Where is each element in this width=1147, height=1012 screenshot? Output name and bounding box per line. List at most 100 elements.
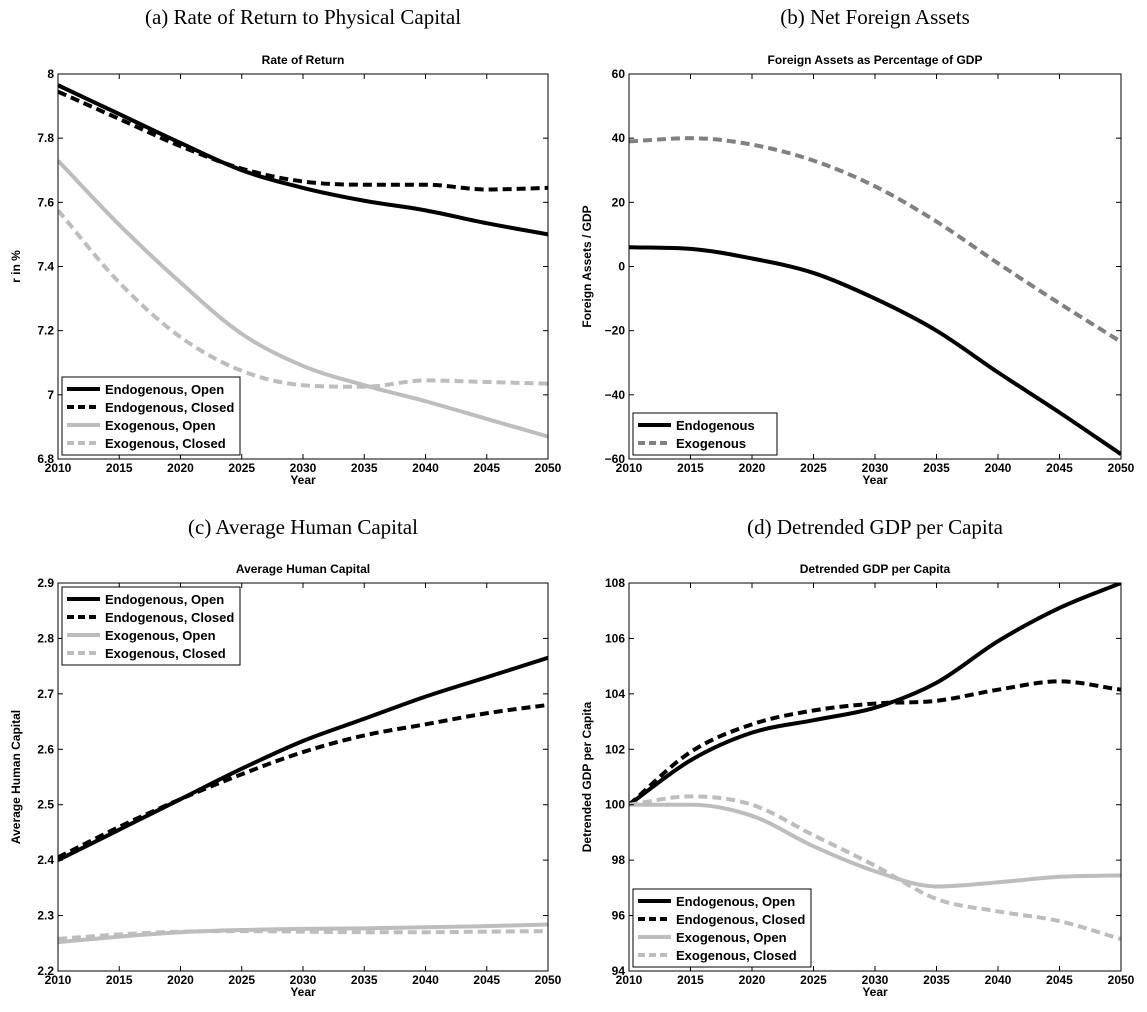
- y-tick-label: 7.4: [37, 260, 54, 274]
- legend-label: Endogenous, Closed: [676, 912, 805, 927]
- x-tick-label: 2035: [923, 973, 950, 987]
- y-tick-label: 100: [605, 798, 625, 812]
- chart-panel-3: (c) Average Human Capital Average Human C…: [9, 515, 562, 999]
- x-axis-label: Year: [862, 473, 888, 487]
- chart-title: Rate of Return: [262, 53, 345, 67]
- chart-title: Average Human Capital: [236, 562, 370, 576]
- series-line-4: [58, 929, 548, 941]
- x-tick-label: 2020: [739, 973, 766, 987]
- y-tick-label: 2.5: [37, 798, 54, 812]
- y-axis-label: r in %: [9, 250, 23, 283]
- legend-label: Endogenous, Closed: [105, 610, 234, 625]
- series-line-3: [58, 922, 548, 945]
- series-line-1: [629, 583, 1121, 807]
- series-line-1: [629, 245, 1121, 456]
- panel-caption: (d) Detrended GDP per Capita: [747, 515, 1003, 539]
- x-tick-label: 2015: [106, 461, 133, 475]
- chart-title: Foreign Assets as Percentage of GDP: [768, 53, 983, 67]
- x-tick-label: 2025: [800, 461, 827, 475]
- series-line-1: [58, 83, 548, 237]
- legend-label: Exogenous, Open: [676, 930, 787, 945]
- y-tick-label: −40: [605, 388, 626, 402]
- y-tick-label: 7.2: [37, 324, 54, 338]
- x-tick-label: 2025: [228, 461, 255, 475]
- legend: Endogenous, Open Endogenous, Closed Exogen…: [61, 586, 241, 666]
- y-tick-label: −20: [605, 324, 626, 338]
- y-tick-label: 2.8: [37, 631, 54, 645]
- series-line-4: [58, 209, 548, 389]
- x-tick-label: 2020: [739, 461, 766, 475]
- x-tick-label: 2010: [616, 461, 643, 475]
- y-tick-label: 2.6: [37, 742, 54, 756]
- y-tick-label: 7.6: [37, 195, 54, 209]
- x-tick-label: 2040: [412, 973, 439, 987]
- y-axis-label: Detrended GDP per Capita: [580, 701, 594, 852]
- y-tick-label: 60: [612, 67, 626, 81]
- legend-label: Endogenous, Open: [105, 382, 224, 397]
- x-tick-label: 2015: [106, 973, 133, 987]
- x-tick-label: 2030: [862, 461, 889, 475]
- x-tick-label: 2015: [677, 461, 704, 475]
- x-tick-label: 2050: [535, 461, 562, 475]
- x-tick-label: 2025: [800, 973, 827, 987]
- x-axis-label: Year: [290, 473, 316, 487]
- x-axis-label: Year: [290, 985, 316, 999]
- y-tick-label: 2.3: [37, 909, 54, 923]
- x-tick-label: 2035: [351, 461, 378, 475]
- legend-label: Endogenous, Open: [676, 894, 795, 909]
- x-tick-label: 2050: [1108, 461, 1135, 475]
- x-tick-label: 2045: [473, 461, 500, 475]
- y-tick-label: 6.8: [37, 452, 54, 466]
- x-tick-label: 2045: [473, 973, 500, 987]
- y-tick-label: 2.4: [37, 853, 54, 867]
- legend-label: Endogenous, Closed: [105, 400, 234, 415]
- y-tick-label: −60: [605, 452, 626, 466]
- series-group: [629, 583, 1121, 942]
- legend: Endogenous Exogenous: [632, 412, 778, 456]
- series-line-2: [629, 679, 1121, 807]
- y-tick-label: 98: [612, 853, 626, 867]
- legend-label: Exogenous, Closed: [676, 948, 797, 963]
- plot-frame: [628, 73, 1122, 460]
- panel-caption: (b) Net Foreign Assets: [780, 5, 970, 29]
- series-line-3: [629, 802, 1121, 889]
- x-tick-label: 2035: [351, 973, 378, 987]
- y-tick-label: 2.2: [37, 964, 54, 978]
- legend: Endogenous, Open Endogenous, Closed Exogen…: [61, 376, 241, 456]
- series-group: [58, 655, 548, 945]
- x-tick-label: 2010: [45, 461, 72, 475]
- legend-box: [632, 412, 778, 456]
- y-tick-label: 104: [605, 687, 625, 701]
- series-line-3: [58, 159, 548, 439]
- legend-label: Exogenous, Closed: [105, 646, 226, 661]
- y-tick-label: 0: [618, 260, 625, 274]
- legend-label: Exogenous, Closed: [105, 436, 226, 451]
- x-tick-label: 2045: [1046, 973, 1073, 987]
- legend-label: Exogenous, Open: [105, 628, 216, 643]
- x-tick-label: 2035: [923, 461, 950, 475]
- legend: Endogenous, Open Endogenous, Closed Exogen…: [632, 888, 812, 968]
- x-tick-label: 2040: [412, 461, 439, 475]
- series-line-4: [629, 794, 1121, 942]
- x-tick-label: 2045: [1046, 461, 1073, 475]
- y-tick-label: 7: [47, 388, 54, 402]
- x-tick-label: 2010: [616, 973, 643, 987]
- y-tick-label: 7.8: [37, 131, 54, 145]
- chart-panel-2: (b) Net Foreign Assets Foreign Assets as …: [580, 5, 1135, 487]
- series-group: [629, 136, 1121, 456]
- legend-label: Endogenous, Open: [105, 592, 224, 607]
- chart-title: Detrended GDP per Capita: [800, 562, 951, 576]
- y-axis-label: Average Human Capital: [9, 710, 23, 844]
- x-tick-label: 2020: [167, 461, 194, 475]
- panel-caption: (a) Rate of Return to Physical Capital: [145, 5, 461, 29]
- legend-label: Exogenous: [676, 436, 746, 451]
- y-tick-label: 2.9: [37, 576, 54, 590]
- y-tick-label: 40: [612, 131, 626, 145]
- x-tick-label: 2010: [45, 973, 72, 987]
- y-tick-label: 2.7: [37, 687, 54, 701]
- chart-panel-1: (a) Rate of Return to Physical Capital Ra…: [9, 5, 562, 487]
- x-tick-label: 2015: [677, 973, 704, 987]
- x-tick-label: 2030: [862, 973, 889, 987]
- x-tick-label: 2030: [290, 973, 317, 987]
